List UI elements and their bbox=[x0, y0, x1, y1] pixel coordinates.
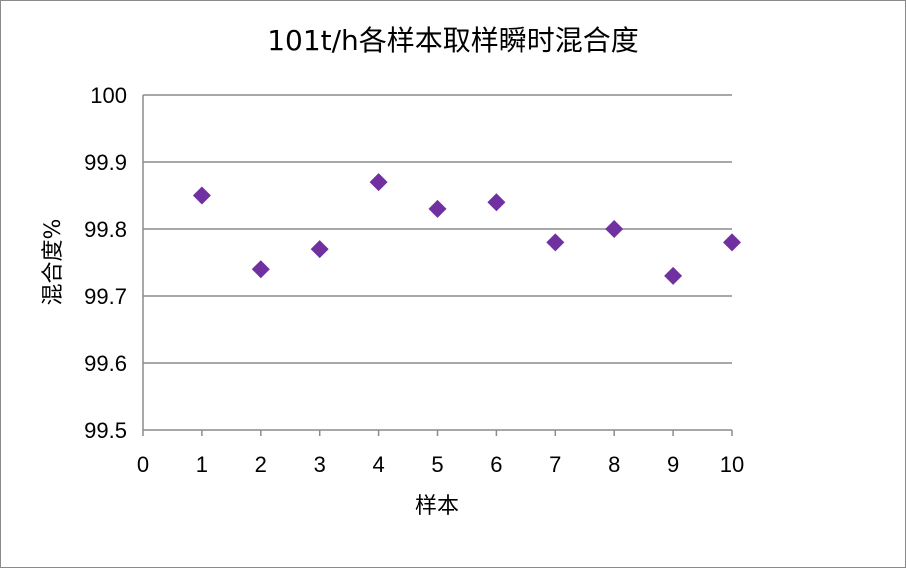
x-tick-label: 7 bbox=[549, 452, 561, 477]
x-tick-label: 6 bbox=[490, 452, 502, 477]
x-tick-label: 5 bbox=[431, 452, 443, 477]
y-tick-label: 99.7 bbox=[84, 284, 127, 309]
data-point bbox=[605, 220, 624, 238]
data-point bbox=[723, 233, 741, 252]
y-tick-label: 100 bbox=[90, 83, 127, 108]
data-point bbox=[664, 266, 683, 285]
x-axis-label: 样本 bbox=[415, 494, 459, 519]
x-tick-label: 9 bbox=[667, 452, 679, 477]
x-tick-label: 8 bbox=[608, 452, 620, 477]
x-tick-labels: 0 1 2 3 4 5 6 7 8 9 10 bbox=[137, 452, 744, 477]
x-tick-label: 1 bbox=[196, 452, 208, 477]
y-tick-labels: 99.5 99.6 99.7 99.8 99.9 100 bbox=[84, 83, 127, 443]
x-tick-label: 10 bbox=[720, 452, 744, 477]
y-tick-label: 99.5 bbox=[84, 418, 127, 443]
y-tick-label: 99.6 bbox=[84, 351, 127, 376]
data-point bbox=[369, 173, 388, 192]
data-point bbox=[251, 260, 270, 279]
data-point bbox=[310, 240, 329, 259]
data-point bbox=[487, 193, 506, 212]
x-tick-label: 3 bbox=[314, 452, 326, 477]
data-point bbox=[546, 233, 565, 252]
chart-title: 101t/h各样本取样瞬时混合度 bbox=[267, 24, 639, 57]
x-tick-label: 0 bbox=[137, 452, 149, 477]
gridlines bbox=[143, 94, 732, 364]
axes bbox=[142, 95, 733, 436]
data-point bbox=[428, 199, 447, 218]
data-points bbox=[192, 173, 741, 285]
x-tick-label: 4 bbox=[372, 452, 384, 477]
data-point bbox=[192, 186, 211, 205]
y-tick-label: 99.8 bbox=[84, 217, 127, 242]
y-axis-label: 混合度% bbox=[41, 219, 66, 306]
x-tick-label: 2 bbox=[255, 452, 267, 477]
y-tick-label: 99.9 bbox=[84, 150, 127, 175]
